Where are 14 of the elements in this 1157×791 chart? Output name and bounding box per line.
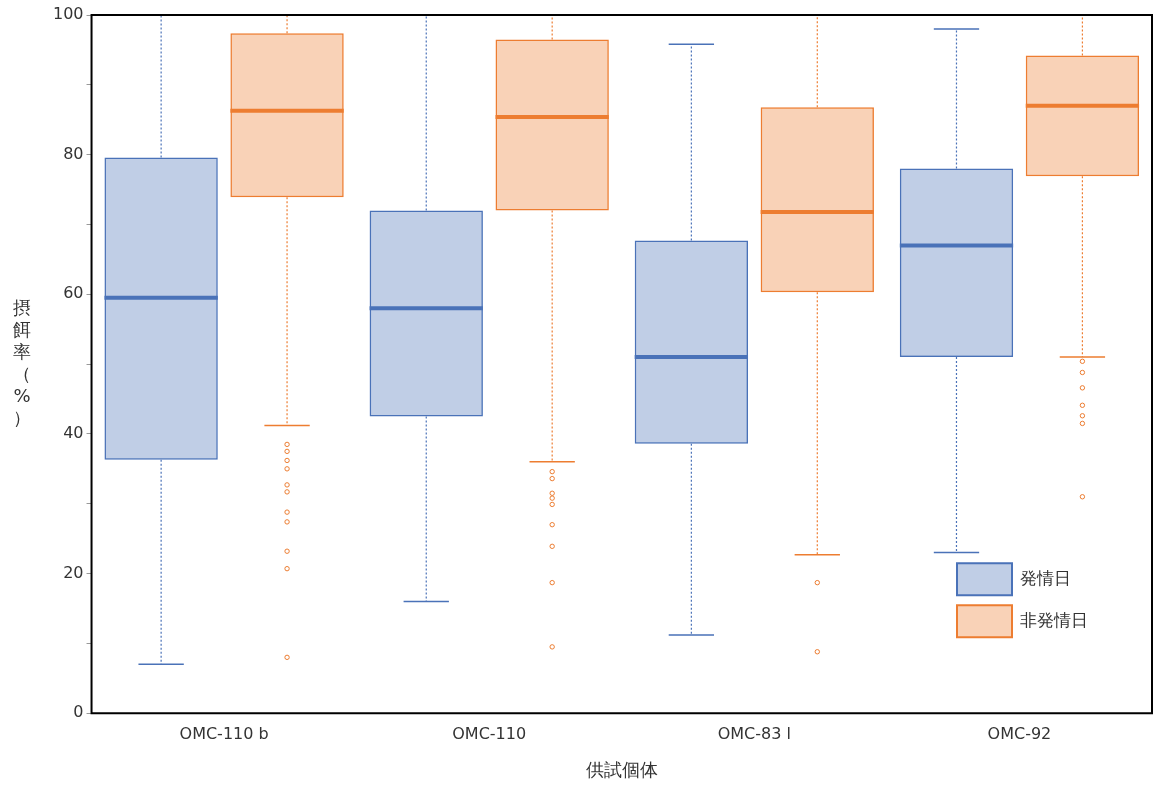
y-tick-label: 40 [63, 423, 84, 443]
y-tick-label: 100 [52, 4, 84, 24]
x-tick-label: OMC-110 [452, 723, 527, 743]
y-tick-label: 60 [63, 283, 84, 303]
y-axis-title: 摂餌率（%） [13, 296, 31, 428]
legend-label: 発情日 [1020, 567, 1071, 588]
legend-label: 非発情日 [1020, 609, 1088, 630]
y-tick-label: 80 [63, 143, 84, 163]
y-tick-label: 0 [73, 702, 84, 722]
y-tick-label: 20 [63, 562, 84, 582]
x-tick-label: OMC-92 [987, 723, 1052, 743]
x-tick-label: OMC-83 l [717, 723, 791, 743]
x-axis-title: 供試個体 [585, 758, 658, 780]
x-tick-label: OMC-110 b [179, 723, 269, 743]
